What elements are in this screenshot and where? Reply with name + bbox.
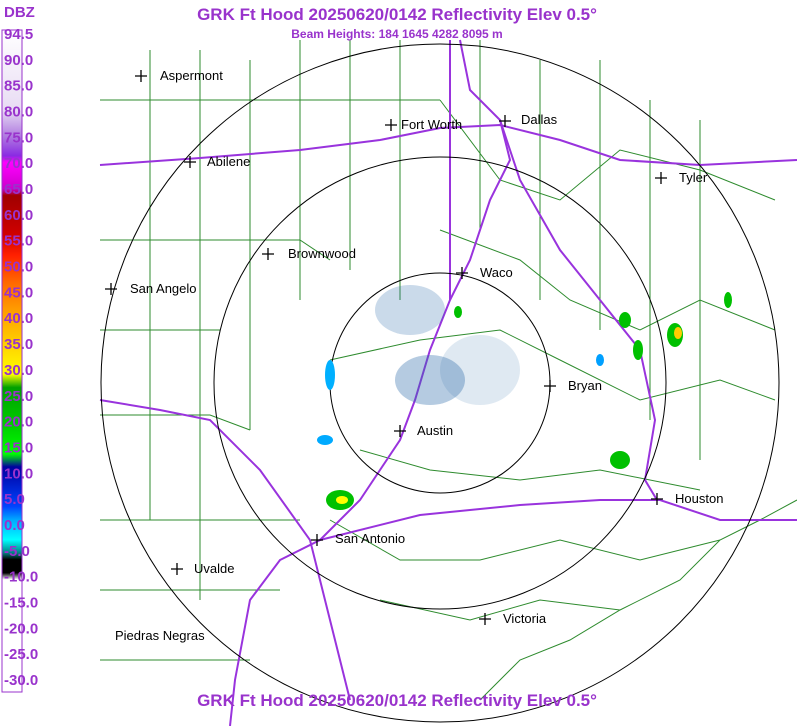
- legend-label: 35.0: [4, 336, 33, 353]
- city-marker: [655, 172, 667, 184]
- city-label: Tyler: [679, 170, 708, 185]
- legend-label: 70.0: [4, 155, 33, 172]
- city-label: Houston: [675, 491, 723, 506]
- legend-label: 80.0: [4, 104, 33, 121]
- legend-label: 45.0: [4, 284, 33, 301]
- city-marker: [171, 563, 183, 575]
- footer-title: GRK Ft Hood 20250620/0142 Reflectivity E…: [197, 691, 597, 710]
- legend-label: -10.0: [4, 569, 38, 586]
- city-label: Bryan: [568, 378, 602, 393]
- legend-label: -20.0: [4, 620, 38, 637]
- legend-label: 40.0: [4, 310, 33, 327]
- legend-label: 65.0: [4, 181, 33, 198]
- city-label: San Antonio: [335, 531, 405, 546]
- cities: Aspermont Fort Worth Dallas Abilene Tyler Bro…: [105, 68, 723, 643]
- legend-label: 5.0: [4, 491, 25, 508]
- city-label: Dallas: [521, 112, 558, 127]
- subtitle: Beam Heights: 184 1645 4282 8095 m: [291, 27, 502, 41]
- city-label: Piedras Negras: [115, 628, 205, 643]
- city-label: Victoria: [503, 611, 547, 626]
- city-marker: [105, 283, 117, 295]
- city-marker: [544, 380, 556, 392]
- legend-label: 94.5: [4, 26, 33, 43]
- city-marker: [499, 115, 511, 127]
- echoes: [317, 285, 732, 510]
- city-marker: [385, 119, 397, 131]
- legend-label: 20.0: [4, 414, 33, 431]
- legend-label: 30.0: [4, 362, 33, 379]
- legend-label: 60.0: [4, 207, 33, 224]
- legend-label: 10.0: [4, 465, 33, 482]
- legend-label: 75.0: [4, 129, 33, 146]
- city-marker: [479, 613, 491, 625]
- legend-labels: 94.5 90.0 85.0 80.0 75.0 70.0 65.0 60.0 55.0 50.0…: [4, 26, 38, 689]
- city-marker: [311, 534, 323, 546]
- city-marker: [394, 425, 406, 437]
- color-bar: [1, 29, 23, 693]
- legend-label: 55.0: [4, 233, 33, 250]
- legend-label: 0.0: [4, 517, 25, 534]
- legend-unit: DBZ: [4, 4, 35, 21]
- city-marker: [456, 267, 468, 279]
- city-label: Fort Worth: [401, 117, 462, 132]
- city-label: Brownwood: [288, 246, 356, 261]
- city-label: San Angelo: [130, 281, 197, 296]
- legend-label: 50.0: [4, 259, 33, 276]
- legend-label: -30.0: [4, 672, 38, 689]
- legend-label: 85.0: [4, 78, 33, 95]
- city-label: Abilene: [207, 154, 250, 169]
- city-marker: [184, 156, 196, 168]
- legend-label: -25.0: [4, 646, 38, 663]
- city-label: Uvalde: [194, 561, 234, 576]
- city-label: Waco: [480, 265, 513, 280]
- county-lines: [100, 40, 797, 701]
- city-marker: [262, 248, 274, 260]
- legend-label: 25.0: [4, 388, 33, 405]
- legend-label: 15.0: [4, 439, 33, 456]
- city-label: Aspermont: [160, 68, 223, 83]
- title: GRK Ft Hood 20250620/0142 Reflectivity E…: [197, 5, 597, 24]
- city-label: Austin: [417, 423, 453, 438]
- legend-label: -15.0: [4, 594, 38, 611]
- legend-label: 90.0: [4, 52, 33, 69]
- legend-label: -5.0: [4, 543, 30, 560]
- city-marker: [651, 493, 663, 505]
- city-marker: [135, 70, 147, 82]
- highways: [99, 39, 797, 726]
